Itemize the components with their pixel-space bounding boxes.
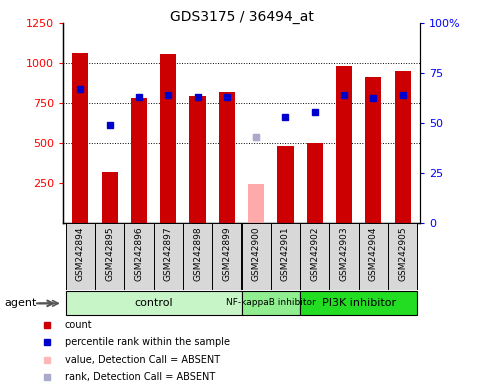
Text: control: control <box>134 298 173 308</box>
Text: percentile rank within the sample: percentile rank within the sample <box>65 337 229 348</box>
Bar <box>160 54 176 223</box>
Bar <box>300 223 329 290</box>
Bar <box>72 53 88 223</box>
Text: GSM242902: GSM242902 <box>310 226 319 281</box>
Text: GSM242903: GSM242903 <box>340 226 349 281</box>
Bar <box>66 291 242 316</box>
Text: GSM242894: GSM242894 <box>76 226 85 281</box>
Bar <box>336 66 352 223</box>
Bar <box>395 71 411 223</box>
Bar <box>248 184 264 223</box>
Text: agent: agent <box>5 298 37 308</box>
Text: GSM242904: GSM242904 <box>369 226 378 281</box>
Text: GSM242900: GSM242900 <box>252 226 261 281</box>
Text: GSM242899: GSM242899 <box>222 226 231 281</box>
Bar <box>95 223 124 290</box>
Bar <box>359 223 388 290</box>
Text: GSM242896: GSM242896 <box>134 226 143 281</box>
Bar <box>131 98 147 223</box>
Text: GSM242901: GSM242901 <box>281 226 290 281</box>
Text: count: count <box>65 320 92 330</box>
Bar <box>242 291 300 316</box>
Bar <box>271 223 300 290</box>
Bar <box>189 96 206 223</box>
Bar <box>124 223 154 290</box>
Bar <box>365 77 382 223</box>
Text: GSM242905: GSM242905 <box>398 226 407 281</box>
Bar <box>212 223 242 290</box>
Text: GDS3175 / 36494_at: GDS3175 / 36494_at <box>170 10 313 23</box>
Bar <box>101 172 118 223</box>
Text: PI3K inhibitor: PI3K inhibitor <box>322 298 396 308</box>
Text: GSM242898: GSM242898 <box>193 226 202 281</box>
Bar <box>277 146 294 223</box>
Bar <box>300 291 417 316</box>
Text: GSM242897: GSM242897 <box>164 226 173 281</box>
Text: rank, Detection Call = ABSENT: rank, Detection Call = ABSENT <box>65 372 215 382</box>
Bar <box>388 223 417 290</box>
Text: GSM242895: GSM242895 <box>105 226 114 281</box>
Text: NF-kappaB inhibitor: NF-kappaB inhibitor <box>226 298 316 307</box>
Bar <box>219 92 235 223</box>
Bar <box>66 223 95 290</box>
Text: value, Detection Call = ABSENT: value, Detection Call = ABSENT <box>65 355 220 365</box>
Bar <box>242 223 271 290</box>
Bar <box>307 143 323 223</box>
Bar <box>183 223 212 290</box>
Bar <box>154 223 183 290</box>
Bar <box>329 223 359 290</box>
